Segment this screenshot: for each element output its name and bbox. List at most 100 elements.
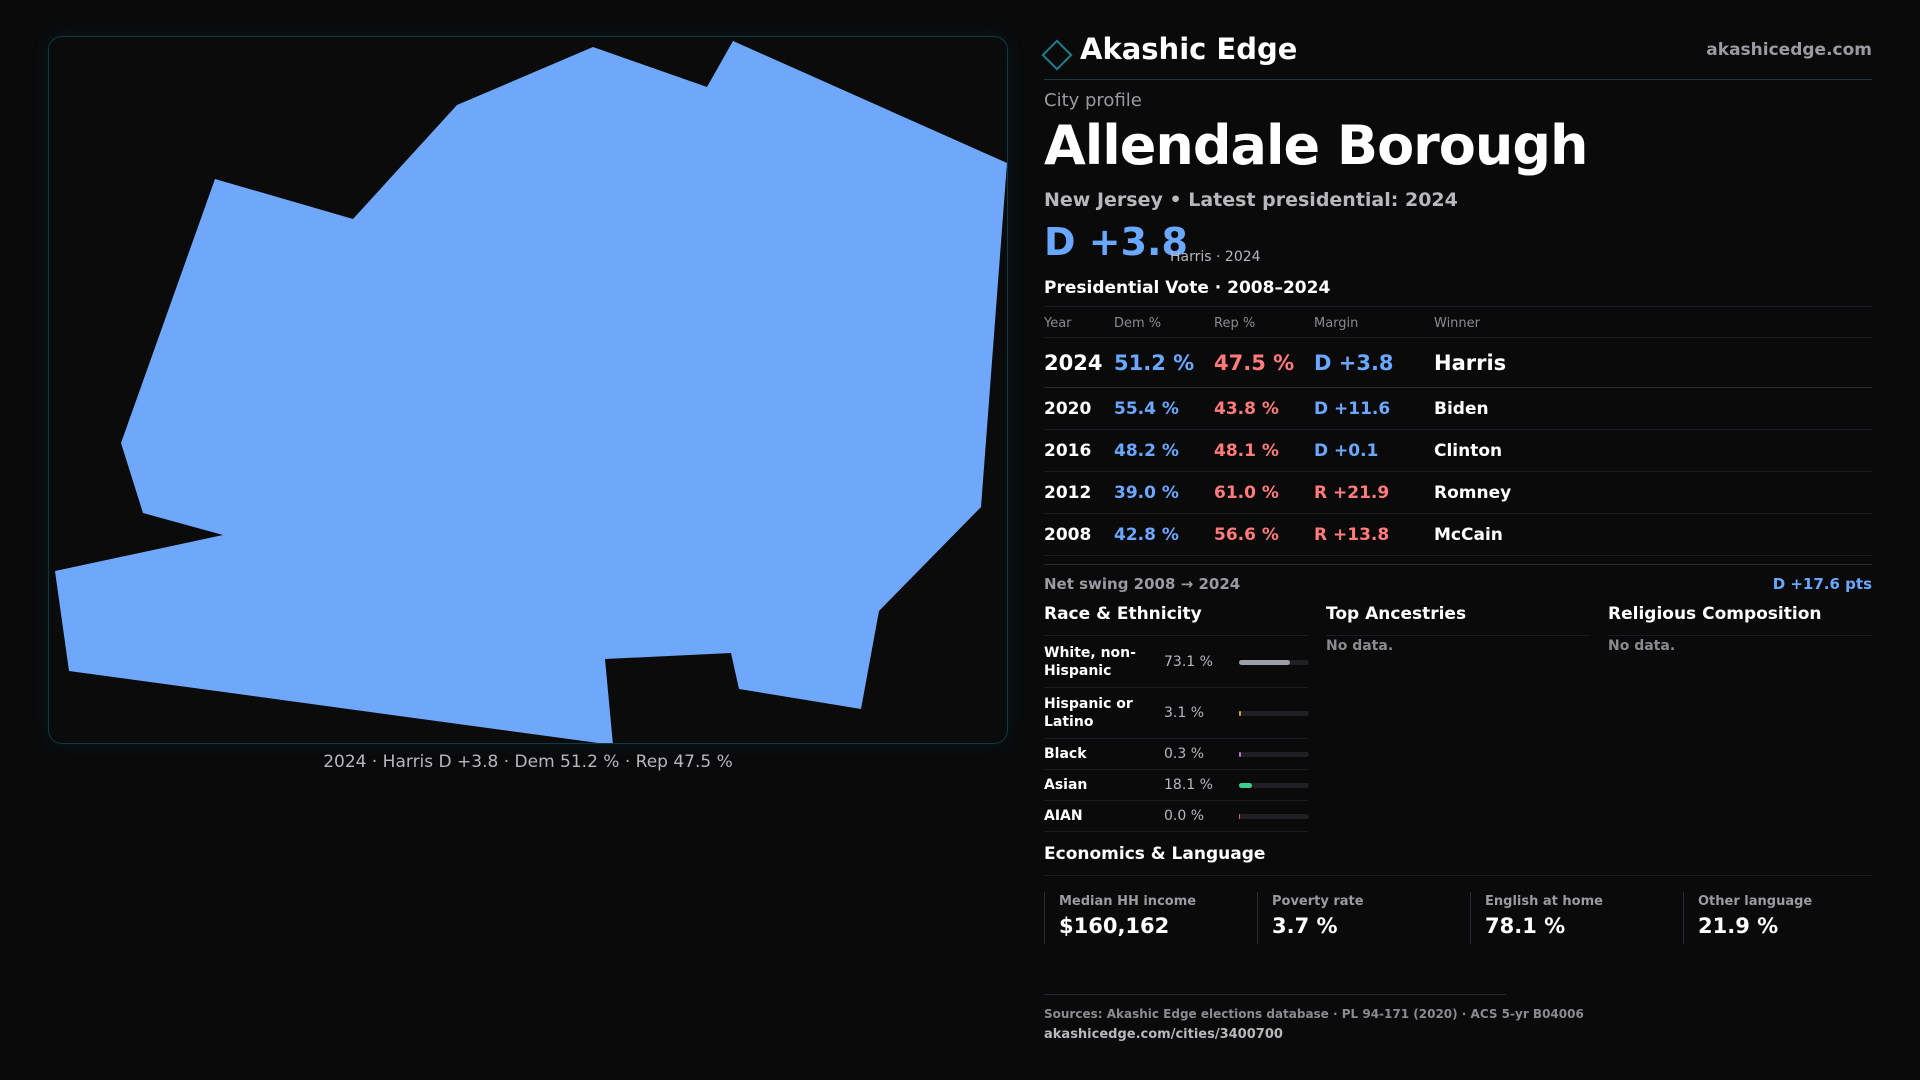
table-row: 2016 48.2 % 48.1 % D +0.1 Clinton (1044, 430, 1872, 472)
race-share-bar (1239, 711, 1309, 716)
cell-year: 2020 (1044, 399, 1092, 419)
table-row: 2024 51.2 % 47.5 % D +3.8 Harris (1044, 338, 1872, 388)
race-share-fill (1239, 660, 1291, 665)
cell-year: 2024 (1044, 351, 1103, 375)
race-label-line: AIAN (1044, 808, 1083, 824)
cell-winner: McCain (1434, 525, 1503, 545)
race-row: Black 0.3 % (1044, 739, 1309, 770)
header-dem: Dem % (1114, 316, 1162, 331)
race-share-bar (1239, 814, 1309, 819)
swing-value: D +17.6 pts (1772, 575, 1872, 593)
cell-dem: 48.2 % (1114, 441, 1179, 461)
cell-winner: Clinton (1434, 441, 1503, 461)
cell-rep: 47.5 % (1214, 351, 1295, 375)
brand-url-link[interactable]: akashicedge.com (1706, 40, 1872, 60)
headline-margin: D +3.8 (1044, 220, 1188, 264)
race-row: AIAN 0.0 % (1044, 801, 1309, 832)
race-value: 18.1 % (1164, 776, 1213, 793)
race-list: White, non- Hispanic 73.1 % Hispanic or Lati… (1044, 637, 1309, 832)
religion-section-header: Religious Composition (1608, 600, 1872, 636)
brand-header: Akashic Edge akashicedge.com (1041, 30, 1872, 80)
econ-stat-income: Median HH income $160,162 (1044, 892, 1257, 944)
race-share-fill (1239, 711, 1242, 716)
header-rep: Rep % (1214, 316, 1256, 331)
page-title: Allendale Borough (1044, 114, 1588, 177)
page-url-link[interactable]: akashicedge.com/cities/3400700 (1044, 1027, 1283, 1042)
cell-dem: 55.4 % (1114, 399, 1179, 419)
economics-section-header: Economics & Language (1044, 842, 1872, 876)
econ-stat-other-language: Other language 21.9 % (1683, 892, 1896, 944)
race-label: Hispanic or Latino (1044, 695, 1133, 731)
sources-text: Sources: Akashic Edge elections database… (1044, 1007, 1584, 1021)
city-boundary-shape[interactable] (55, 41, 1007, 744)
economics-section-title: Economics & Language (1044, 844, 1266, 864)
ancestries-section-title: Top Ancestries (1326, 604, 1467, 624)
city-profile-panel: Akashic Edge akashicedge.com City profil… (1041, 0, 1872, 1080)
race-value: 73.1 % (1164, 653, 1213, 670)
race-label-line: White, non- (1044, 645, 1136, 661)
econ-stat-poverty: Poverty rate 3.7 % (1257, 892, 1470, 944)
brand-name[interactable]: Akashic Edge (1080, 32, 1298, 66)
race-value: 0.3 % (1164, 745, 1205, 762)
econ-label: Other language (1698, 894, 1813, 909)
cell-year: 2012 (1044, 483, 1092, 503)
race-section-header: Race & Ethnicity (1044, 600, 1308, 636)
cell-dem: 51.2 % (1114, 351, 1195, 375)
econ-value: 3.7 % (1272, 914, 1338, 938)
cell-rep: 43.8 % (1214, 399, 1279, 419)
swing-label: Net swing 2008 → 2024 (1044, 575, 1241, 593)
diamond-outline-icon (1041, 39, 1073, 71)
net-swing-row: Net swing 2008 → 2024 D +17.6 pts (1044, 564, 1872, 600)
race-label-line: Black (1044, 746, 1087, 762)
race-share-bar (1239, 660, 1309, 665)
race-row: White, non- Hispanic 73.1 % (1044, 637, 1309, 688)
econ-label: Median HH income (1059, 894, 1197, 909)
cell-margin: D +3.8 (1314, 351, 1394, 375)
cell-winner: Harris (1434, 351, 1507, 375)
race-share-fill (1239, 752, 1241, 757)
religion-empty: No data. (1608, 638, 1676, 654)
ancestries-empty: No data. (1326, 638, 1394, 654)
header-margin: Margin (1314, 316, 1359, 331)
race-label-line: Hispanic (1044, 663, 1112, 679)
cell-rep: 61.0 % (1214, 483, 1279, 503)
cell-margin: D +11.6 (1314, 399, 1391, 419)
ancestries-section-header: Top Ancestries (1326, 600, 1590, 636)
religion-section-title: Religious Composition (1608, 604, 1822, 624)
cell-margin: R +21.9 (1314, 483, 1390, 503)
sources-footer: Sources: Akashic Edge elections database… (1044, 994, 1584, 1042)
presidential-vote-table: Year Dem % Rep % Margin Winner 2024 51.2 … (1044, 306, 1872, 556)
race-value: 3.1 % (1164, 704, 1205, 721)
city-boundary-map[interactable] (48, 36, 1008, 744)
race-share-fill (1239, 814, 1240, 819)
table-row: 2020 55.4 % 43.8 % D +11.6 Biden (1044, 388, 1872, 430)
race-label: AIAN (1044, 807, 1083, 825)
boundary-map-svg (55, 41, 1007, 744)
page-kicker: City profile (1044, 90, 1142, 111)
vote-section-title: Presidential Vote · 2008–2024 (1044, 278, 1331, 298)
econ-label: English at home (1485, 894, 1603, 909)
race-label: White, non- Hispanic (1044, 644, 1136, 680)
header-year: Year (1044, 316, 1072, 331)
race-share-fill (1239, 783, 1252, 788)
race-label: Asian (1044, 776, 1087, 794)
table-row: 2012 39.0 % 61.0 % R +21.9 Romney (1044, 472, 1872, 514)
race-share-bar (1239, 752, 1309, 757)
map-caption: 2024 · Harris D +3.8 · Dem 51.2 % · Rep … (323, 752, 733, 772)
race-share-bar (1239, 783, 1309, 788)
cell-margin: R +13.8 (1314, 525, 1390, 545)
headline-note: Harris · 2024 (1170, 249, 1261, 265)
cell-dem: 42.8 % (1114, 525, 1179, 545)
race-value: 0.0 % (1164, 807, 1205, 824)
econ-value: $160,162 (1059, 914, 1170, 938)
econ-label: Poverty rate (1272, 894, 1364, 909)
race-row: Hispanic or Latino 3.1 % (1044, 688, 1309, 739)
cell-margin: D +0.1 (1314, 441, 1379, 461)
race-label-line: Hispanic or (1044, 696, 1133, 712)
race-label-line: Asian (1044, 777, 1088, 793)
table-header: Year Dem % Rep % Margin Winner (1044, 306, 1872, 338)
race-row: Asian 18.1 % (1044, 770, 1309, 801)
race-section-title: Race & Ethnicity (1044, 604, 1202, 624)
econ-stat-english: English at home 78.1 % (1470, 892, 1683, 944)
page-subtitle: New Jersey • Latest presidential: 2024 (1044, 189, 1458, 211)
